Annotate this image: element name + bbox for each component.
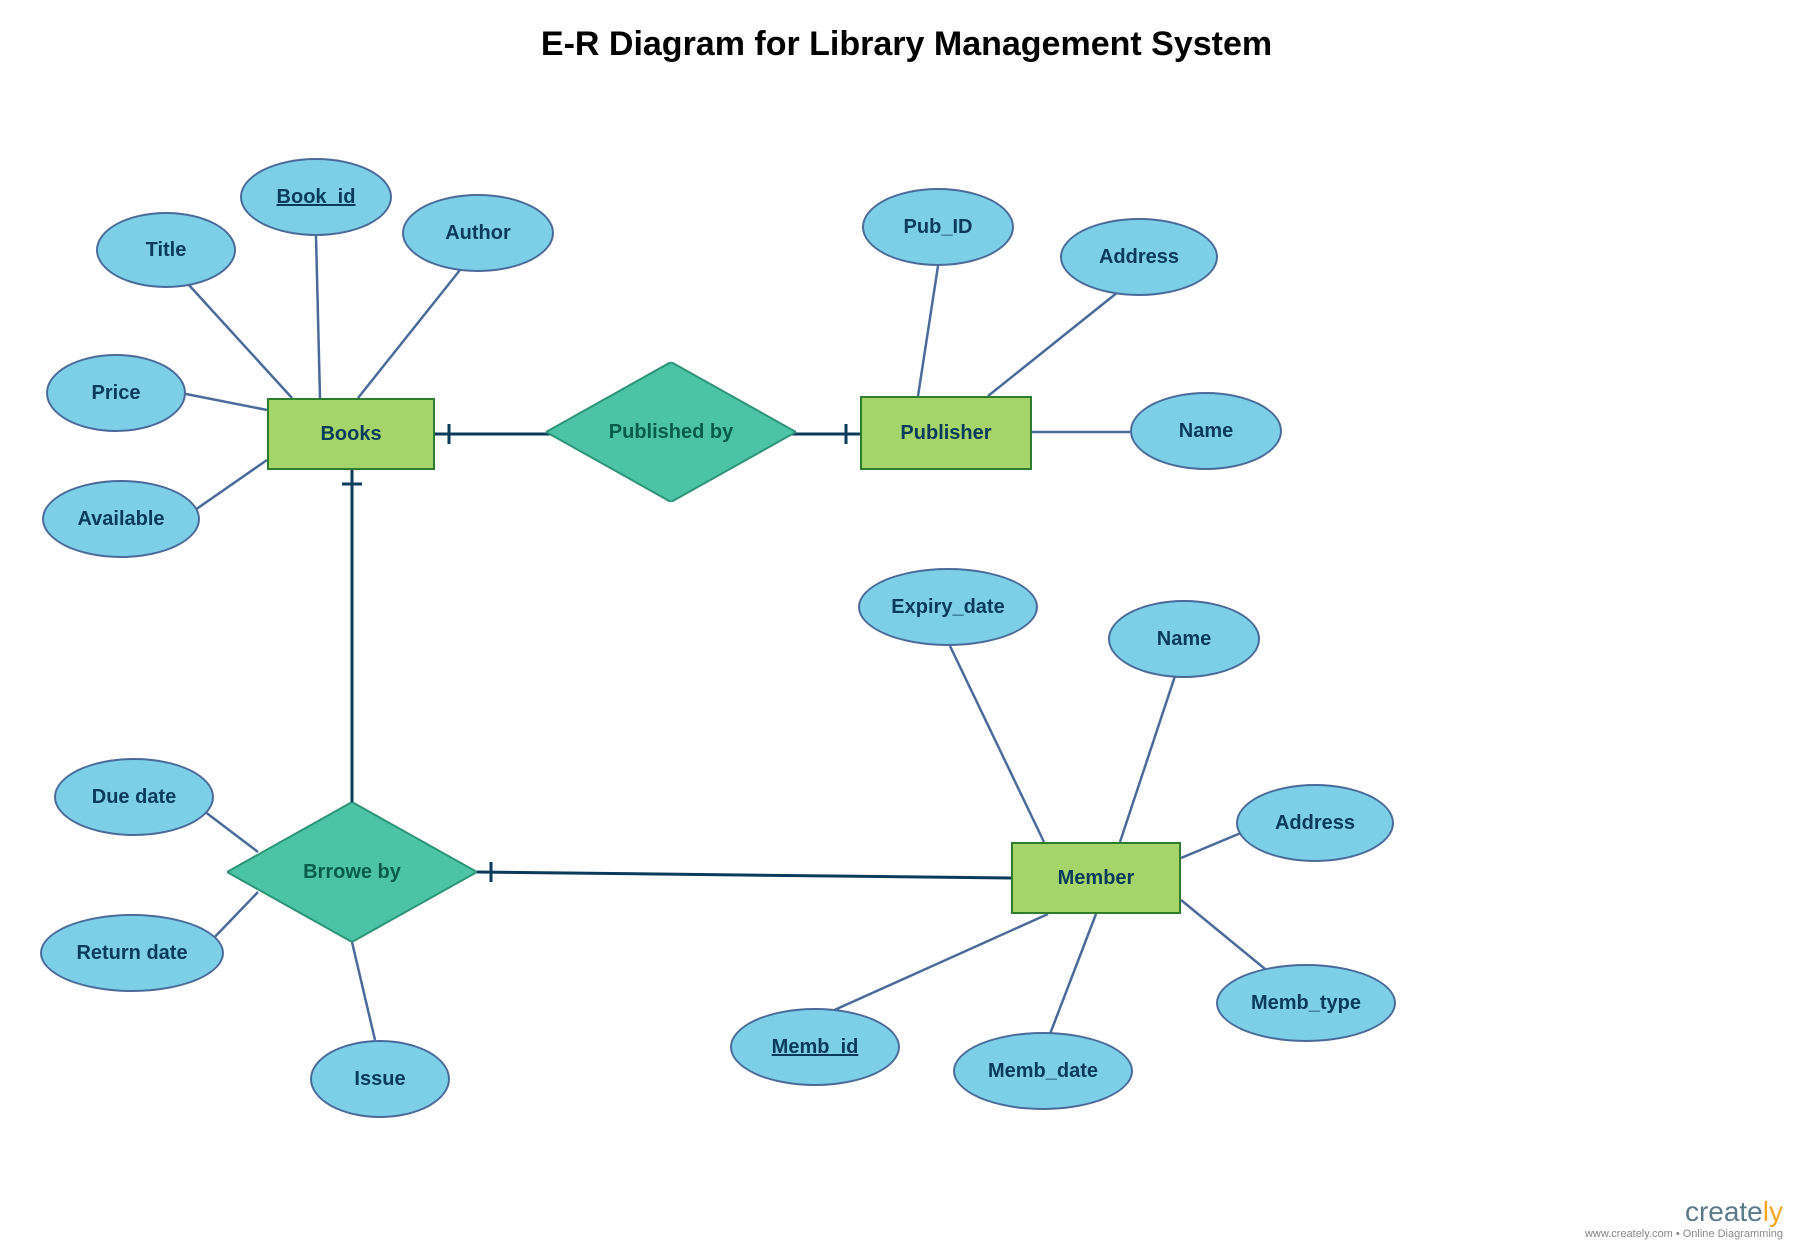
edge-books-author	[358, 270, 460, 398]
entity-books: Books	[267, 398, 435, 470]
attribute-memb_date: Memb_date	[953, 1032, 1133, 1110]
edge-books-title	[188, 284, 292, 398]
attribute-memb_type: Memb_type	[1216, 964, 1396, 1042]
attribute-author: Author	[402, 194, 554, 272]
entity-publisher: Publisher	[860, 396, 1032, 470]
attribute-price: Price	[46, 354, 186, 432]
attribute-expiry_date: Expiry_date	[858, 568, 1038, 646]
attribute-mem_address: Address	[1236, 784, 1394, 862]
edge-publisher-pub_address	[988, 292, 1118, 396]
attribute-book_id: Book_id	[240, 158, 392, 236]
edge-borrowed_by-member	[477, 872, 1011, 878]
attribute-mem_name: Name	[1108, 600, 1260, 678]
entity-member: Member	[1011, 842, 1181, 914]
edge-books-price	[186, 394, 267, 410]
edge-books-book_id	[316, 236, 320, 398]
edge-member-memb_type	[1181, 900, 1276, 978]
attribute-available: Available	[42, 480, 200, 558]
logo-tagline: www.creately.com • Online Diagramming	[1585, 1228, 1783, 1240]
edge-publisher-pub_id	[918, 266, 938, 396]
relationship-label-borrowed_by: Brrowe by	[303, 861, 401, 884]
attribute-memb_id: Memb_id	[730, 1008, 900, 1086]
edge-books-available	[195, 460, 267, 510]
attribute-due_date: Due date	[54, 758, 214, 836]
edge-member-mem_address	[1181, 830, 1248, 858]
attribute-pub_address: Address	[1060, 218, 1218, 296]
attribute-pub_id: Pub_ID	[862, 188, 1014, 266]
edge-member-memb_date	[1050, 914, 1096, 1034]
attribute-pub_name: Name	[1130, 392, 1282, 470]
logo-accent: ly	[1763, 1196, 1783, 1227]
relationship-published_by: Published by	[546, 362, 796, 502]
attribute-title: Title	[96, 212, 236, 288]
edge-member-mem_name	[1120, 676, 1175, 842]
edge-member-expiry_date	[950, 646, 1044, 842]
edge-member-memb_id	[830, 914, 1048, 1012]
attribute-issue: Issue	[310, 1040, 450, 1118]
relationship-label-published_by: Published by	[609, 421, 733, 444]
logo-brand: create	[1685, 1196, 1763, 1227]
edge-borrowed_by-issue	[352, 942, 375, 1040]
footer-logo: creately www.creately.com • Online Diagr…	[1585, 1196, 1783, 1240]
attribute-return_date: Return date	[40, 914, 224, 992]
relationship-borrowed_by: Brrowe by	[227, 802, 477, 942]
